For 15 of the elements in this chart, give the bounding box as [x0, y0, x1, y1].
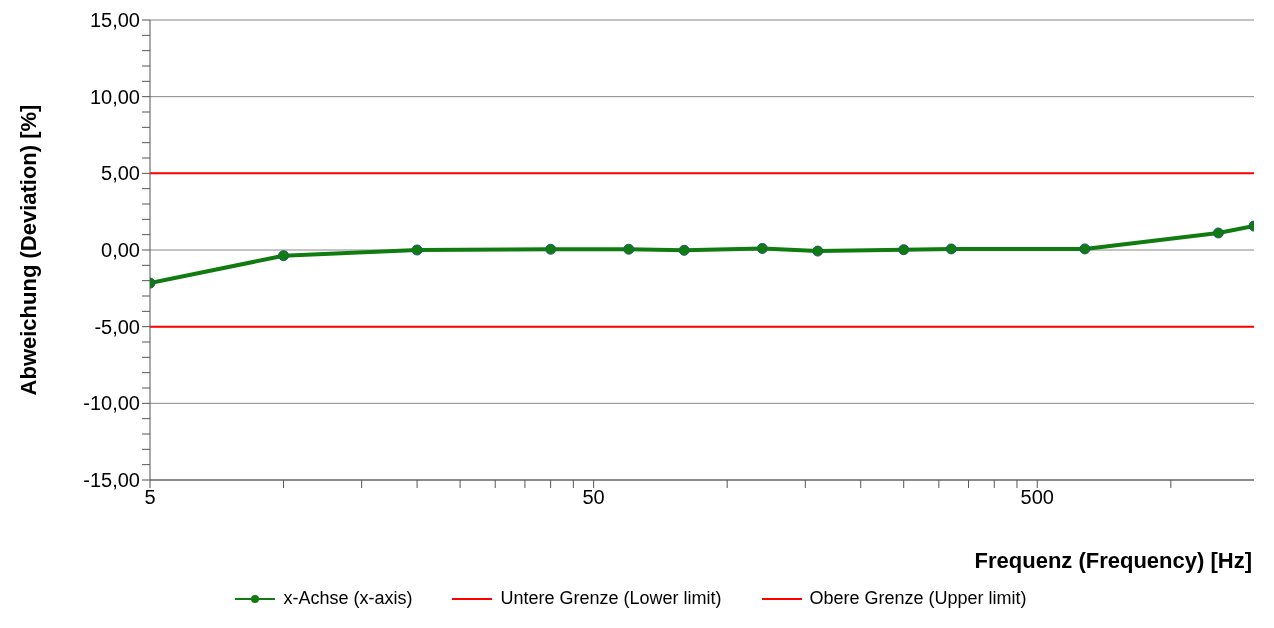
x-tick-label: 50 [582, 486, 605, 509]
y-tick-label: 5,00 [101, 162, 140, 185]
y-tick-label: -5,00 [94, 315, 140, 338]
legend-label: Untere Grenze (Lower limit) [500, 588, 722, 609]
x-tick-label: 500 [1020, 486, 1054, 509]
y-tick-label: 15,00 [89, 9, 140, 32]
x-axis-title: Frequenz (Frequency) [Hz] [974, 548, 1252, 573]
x-tick-label: 5 [144, 486, 156, 509]
y-axis-title: Abweichung (Deviation) [%] [15, 104, 41, 396]
y-tick-label: 10,00 [89, 85, 140, 108]
legend-label: x-Achse (x-axis) [283, 588, 413, 609]
legend-label: Obere Grenze (Upper limit) [809, 588, 1027, 609]
y-tick-label: -15,00 [83, 469, 140, 492]
y-tick-label: -10,00 [83, 392, 140, 415]
y-tick-label: 0,00 [101, 239, 140, 262]
